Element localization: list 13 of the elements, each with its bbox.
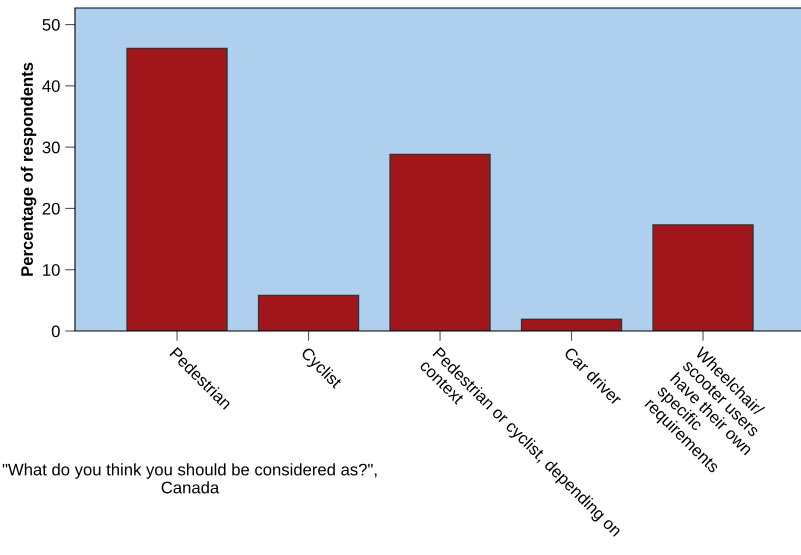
y-tick-label: 0 [52, 325, 60, 338]
y-tick-label: 50 [42, 18, 60, 31]
y-tick-label: 40 [42, 80, 60, 92]
bar [520, 318, 622, 331]
y-axis-title: Percentage of respondents [20, 62, 36, 276]
x-axis-title: "What do you think you should be considered as?", Canada [2, 463, 376, 494]
y-tick-label: 30 [42, 142, 60, 154]
bar [258, 294, 360, 331]
y-tick-label: 10 [43, 264, 60, 276]
bar [389, 154, 491, 331]
bar [652, 224, 754, 331]
bar [126, 48, 228, 331]
y-tick-label: 20 [42, 202, 60, 215]
